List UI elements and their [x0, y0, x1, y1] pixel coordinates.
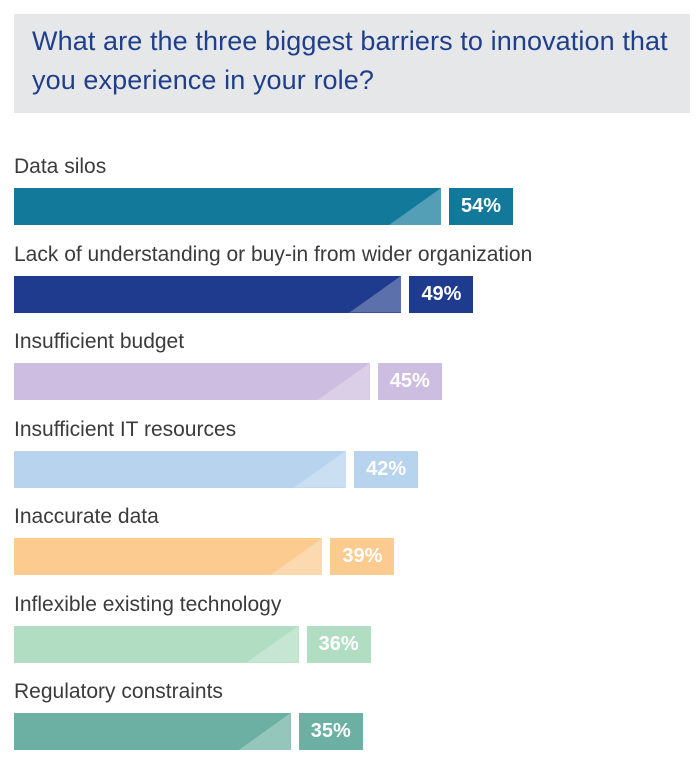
bar-highlight — [294, 450, 347, 488]
value-label: 36% — [306, 625, 371, 663]
category-label: Regulatory constraints — [14, 680, 223, 703]
question-header: What are the three biggest barriers to i… — [14, 14, 690, 113]
value-label: 42% — [354, 450, 419, 488]
bar-highlight — [389, 188, 441, 225]
value-label: 39% — [330, 538, 395, 575]
category-label: Data silos — [14, 155, 107, 178]
category-label: Insufficient IT resources — [14, 417, 237, 441]
value-label: 35% — [298, 713, 363, 750]
bar — [14, 450, 347, 488]
category-label: Lack of understanding or buy-in from wid… — [14, 242, 533, 266]
category-label: Inaccurate data — [14, 505, 159, 528]
bar — [14, 363, 370, 400]
chart-title: What are the three biggest barriers to i… — [32, 26, 668, 95]
value-label: 49% — [409, 275, 474, 313]
bar — [14, 188, 441, 225]
bar — [14, 538, 323, 575]
bar-highlight — [317, 363, 370, 400]
bar-highlight — [349, 275, 402, 313]
category-label: Insufficient budget — [14, 330, 185, 353]
category-label: Inflexible existing technology — [14, 592, 282, 616]
bar — [14, 713, 291, 750]
bar — [14, 625, 299, 663]
value-label: 45% — [377, 363, 442, 400]
value-label: 54% — [449, 188, 513, 225]
bar-highlight — [238, 713, 291, 750]
bar-highlight — [246, 625, 299, 663]
bar-highlight — [270, 538, 323, 575]
bar — [14, 275, 402, 313]
